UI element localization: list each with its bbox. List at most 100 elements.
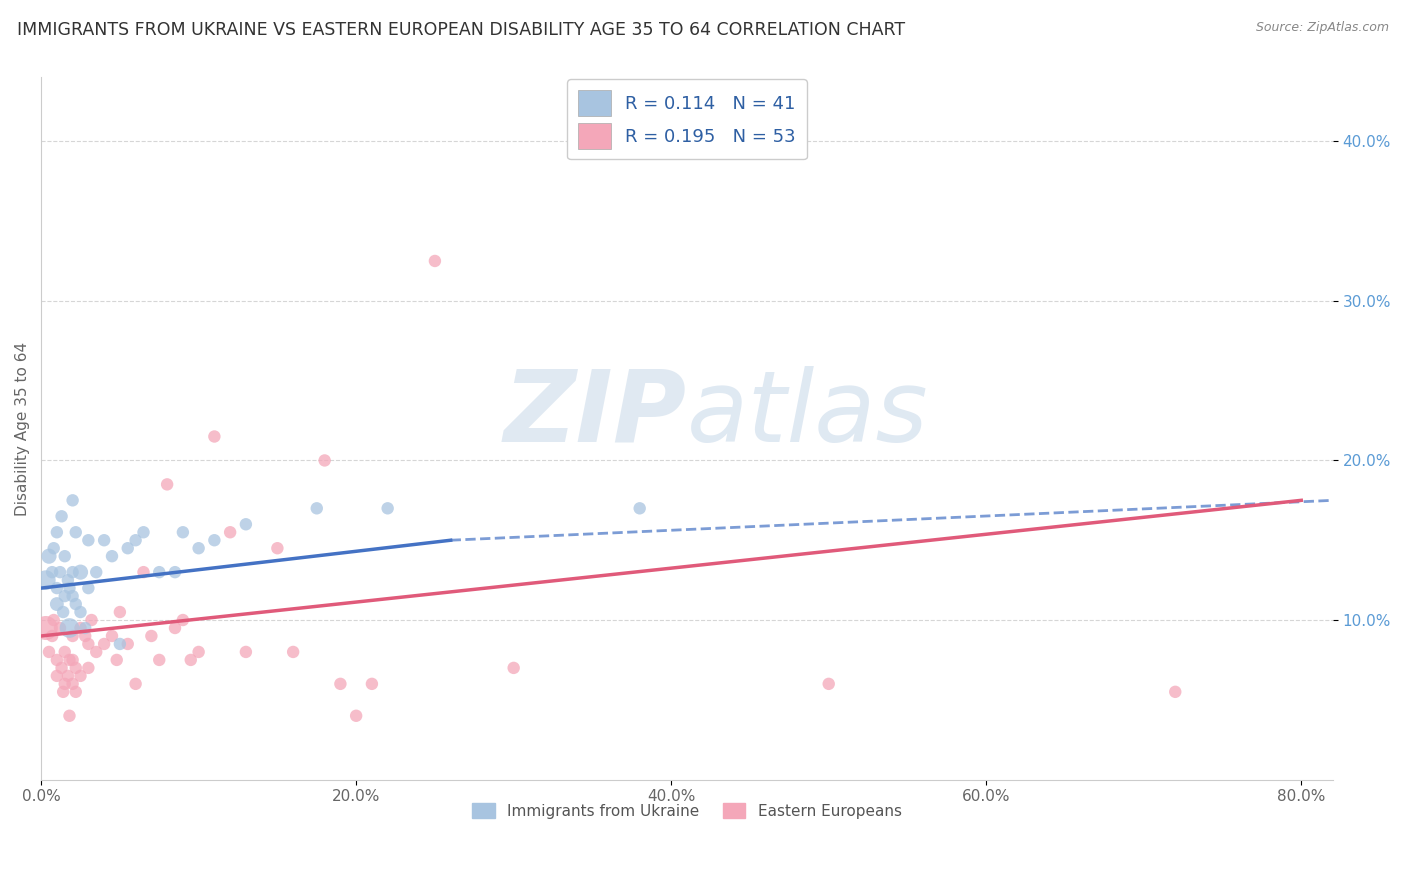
Point xyxy=(45,653,67,667)
Y-axis label: Disability Age 35 to 64: Disability Age 35 to 64 xyxy=(15,342,30,516)
Point xyxy=(69,621,91,635)
Point xyxy=(329,677,352,691)
Point xyxy=(187,645,209,659)
Text: IMMIGRANTS FROM UKRAINE VS EASTERN EUROPEAN DISABILITY AGE 35 TO 64 CORRELATION : IMMIGRANTS FROM UKRAINE VS EASTERN EUROP… xyxy=(17,21,905,39)
Text: Source: ZipAtlas.com: Source: ZipAtlas.com xyxy=(1256,21,1389,35)
Point xyxy=(77,661,100,675)
Point xyxy=(38,645,60,659)
Point xyxy=(45,669,67,683)
Point xyxy=(117,637,139,651)
Point xyxy=(202,429,225,443)
Point xyxy=(281,645,304,659)
Point xyxy=(77,533,100,548)
Point xyxy=(65,525,87,540)
Point xyxy=(423,254,446,268)
Point xyxy=(219,525,242,540)
Point xyxy=(141,629,163,643)
Point xyxy=(69,669,91,683)
Point xyxy=(148,653,170,667)
Point xyxy=(58,653,80,667)
Point xyxy=(65,597,87,611)
Point xyxy=(132,525,155,540)
Point xyxy=(41,565,63,579)
Point xyxy=(45,581,67,595)
Point xyxy=(108,637,131,651)
Point xyxy=(53,549,76,564)
Point xyxy=(53,589,76,603)
Point xyxy=(817,677,839,691)
Point xyxy=(52,685,75,699)
Point xyxy=(305,501,328,516)
Point xyxy=(108,605,131,619)
Point xyxy=(266,541,288,556)
Point xyxy=(38,549,60,564)
Point xyxy=(80,613,103,627)
Point xyxy=(56,573,79,587)
Point xyxy=(105,653,128,667)
Point xyxy=(42,613,65,627)
Point xyxy=(65,685,87,699)
Point xyxy=(628,501,651,516)
Point xyxy=(58,581,80,595)
Point xyxy=(101,629,124,643)
Point xyxy=(1164,685,1187,699)
Point xyxy=(202,533,225,548)
Point xyxy=(62,493,84,508)
Point xyxy=(51,509,73,524)
Point xyxy=(163,565,186,579)
Point xyxy=(62,565,84,579)
Point xyxy=(235,645,257,659)
Point xyxy=(235,517,257,532)
Point xyxy=(314,453,336,467)
Point xyxy=(62,653,84,667)
Point xyxy=(69,605,91,619)
Point xyxy=(163,621,186,635)
Point xyxy=(49,621,72,635)
Point xyxy=(124,677,146,691)
Point xyxy=(172,613,194,627)
Point xyxy=(344,708,367,723)
Point xyxy=(45,525,67,540)
Point xyxy=(58,708,80,723)
Point xyxy=(53,677,76,691)
Point xyxy=(52,605,75,619)
Point xyxy=(84,565,107,579)
Point xyxy=(117,541,139,556)
Point xyxy=(180,653,202,667)
Point xyxy=(62,589,84,603)
Point xyxy=(62,677,84,691)
Point xyxy=(58,621,80,635)
Point xyxy=(101,549,124,564)
Point xyxy=(49,565,72,579)
Point xyxy=(77,581,100,595)
Point xyxy=(65,661,87,675)
Point xyxy=(35,573,58,587)
Point xyxy=(148,565,170,579)
Point xyxy=(124,533,146,548)
Point xyxy=(56,669,79,683)
Point xyxy=(172,525,194,540)
Point xyxy=(93,533,115,548)
Point xyxy=(41,629,63,643)
Point xyxy=(84,645,107,659)
Point xyxy=(156,477,179,491)
Point xyxy=(75,629,97,643)
Point xyxy=(53,645,76,659)
Point xyxy=(62,629,84,643)
Point xyxy=(361,677,384,691)
Point xyxy=(42,541,65,556)
Point xyxy=(51,661,73,675)
Legend: Immigrants from Ukraine, Eastern Europeans: Immigrants from Ukraine, Eastern Europea… xyxy=(467,797,908,824)
Point xyxy=(502,661,524,675)
Point xyxy=(45,597,67,611)
Point xyxy=(69,565,91,579)
Point xyxy=(187,541,209,556)
Text: atlas: atlas xyxy=(688,366,928,463)
Point xyxy=(93,637,115,651)
Point xyxy=(377,501,399,516)
Text: ZIP: ZIP xyxy=(503,366,688,463)
Point xyxy=(75,621,97,635)
Point xyxy=(35,621,58,635)
Point xyxy=(132,565,155,579)
Point xyxy=(77,637,100,651)
